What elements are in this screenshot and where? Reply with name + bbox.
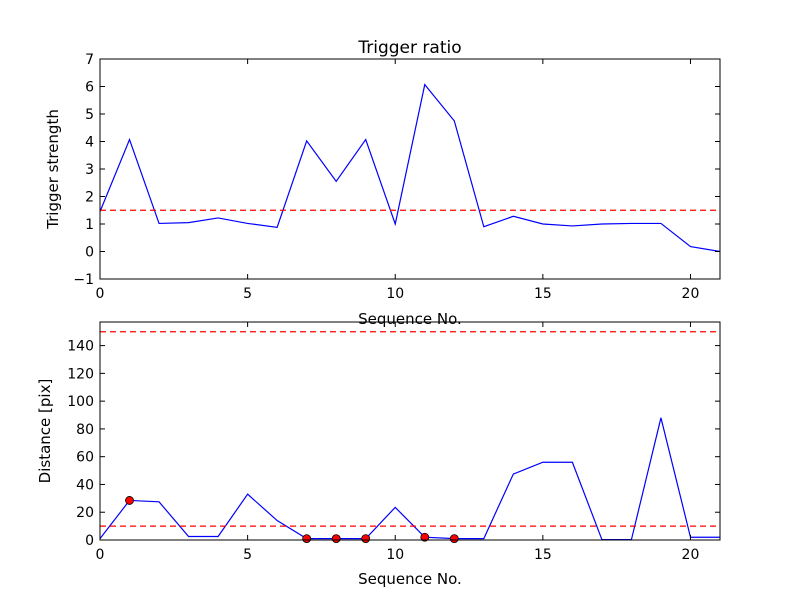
y-tick-label: 5: [85, 107, 94, 123]
y-tick-label: 7: [85, 52, 94, 68]
series-layer: [99, 83, 721, 253]
x-axis-label: Sequence No.: [358, 310, 462, 328]
tick-layer: 0 5 10 15 20 0 20 40 60 80 100 120 140: [67, 322, 720, 563]
x-tick-label: 20: [682, 547, 700, 563]
series-line-0: [99, 83, 721, 253]
x-tick-label: 20: [682, 286, 700, 302]
y-tick-label: 1: [85, 217, 94, 233]
y-tick-label: 3: [85, 162, 94, 178]
chart-title: Trigger ratio: [357, 38, 461, 58]
y-tick-label: 4: [85, 135, 94, 151]
data-point: [420, 532, 430, 542]
x-tick-label: 15: [534, 547, 552, 563]
y-tick-label: 100: [67, 394, 94, 410]
y-tick-label: 40: [76, 477, 94, 493]
y-tick-label: 6: [85, 80, 94, 96]
y-axis-label: Distance [pix]: [36, 379, 54, 484]
y-tick-label: 60: [76, 450, 94, 466]
distance-panel: Sequence No. Distance [pix] 0 5 10 15 20 0 20 4…: [36, 321, 721, 588]
marker-layer: [125, 496, 459, 544]
y-tick-label: −1: [73, 272, 94, 288]
y-tick-label: 140: [67, 339, 94, 355]
data-point: [302, 534, 312, 544]
data-point: [125, 496, 134, 505]
y-tick-label: 80: [76, 422, 94, 438]
data-point: [449, 534, 459, 544]
y-axis-label: Trigger strength: [44, 109, 62, 230]
data-point: [331, 534, 341, 544]
x-tick-label: 10: [386, 547, 404, 563]
x-axis-label: Sequence No.: [358, 570, 462, 588]
data-point: [361, 534, 371, 544]
y-tick-label: 2: [85, 190, 94, 206]
x-tick-label: 5: [243, 286, 252, 302]
x-tick-label: 0: [96, 286, 105, 302]
x-tick-label: 0: [96, 547, 105, 563]
plot-frame: [99, 58, 721, 280]
y-tick-label: 0: [85, 533, 94, 549]
y-tick-label: 120: [67, 366, 94, 382]
plot-frame: [99, 321, 721, 541]
y-tick-label: 20: [76, 505, 94, 521]
x-tick-label: 10: [386, 286, 404, 302]
threshold-layer: [100, 331, 720, 527]
x-tick-label: 15: [534, 286, 552, 302]
trigger-ratio-panel: Trigger ratio Sequence No. Trigger stren…: [44, 38, 721, 328]
y-tick-label: 0: [85, 245, 94, 261]
x-tick-label: 5: [243, 547, 252, 563]
